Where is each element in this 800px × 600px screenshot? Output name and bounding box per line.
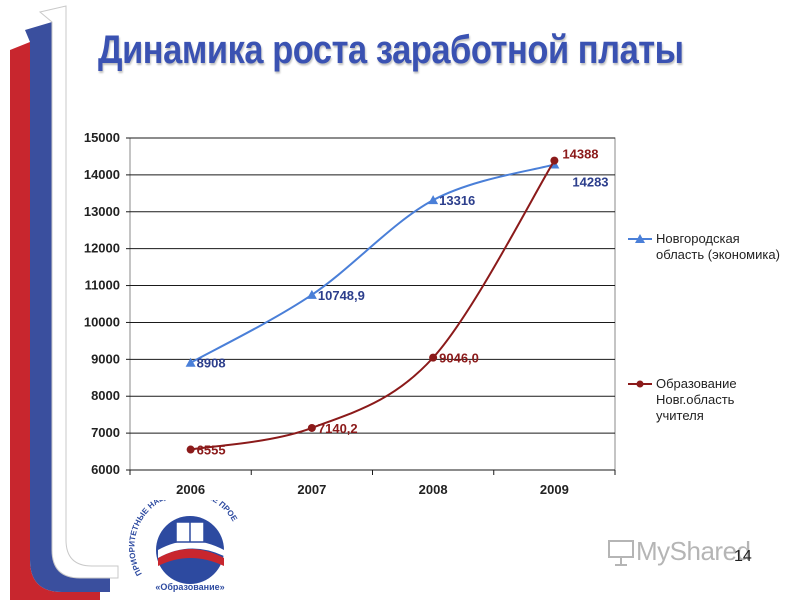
y-tick-label: 8000 [91,388,120,403]
x-tick-label: 2007 [297,482,326,497]
logo-flag-wave [158,549,224,566]
legend-label: область (экономика) [656,247,780,262]
data-label: 14283 [572,174,608,189]
data-label: 14388 [562,147,598,162]
data-label: 8908 [197,356,226,371]
x-tick-label: 2006 [176,482,205,497]
triangle-marker [185,357,196,367]
circle-marker [550,156,559,165]
legend-triangle-marker [635,234,645,243]
legend-label: Образование [656,376,737,391]
x-tick-label: 2008 [419,482,448,497]
plot-area [129,137,616,471]
legend-label: учителя [656,408,704,423]
triangle-marker [428,195,439,205]
logo-bottom-text: «Образование» [155,582,224,592]
national-projects-logo: ПРИОРИТЕТНЫЕ НАЦИОНАЛЬНЫЕ ПРОЕКТЫ «Образ… [128,500,239,592]
blue-ribbon [25,22,110,592]
legend-circle-marker [636,380,644,388]
y-tick-label: 7000 [91,425,120,440]
x-tick-label: 2009 [540,482,569,497]
series-line [190,163,555,364]
data-label: 13316 [439,193,475,208]
y-tick-label: 11000 [85,278,120,293]
data-label: 9046,0 [439,351,479,366]
circle-marker [429,353,438,362]
y-tick-label: 10000 [84,314,120,329]
logo-white-wave [158,541,224,558]
y-tick-label: 15000 [84,130,120,145]
y-tick-label: 12000 [84,241,120,256]
legend-label: Новг.область [656,392,735,407]
page-number: 14 [734,548,752,565]
watermark: MyShared [606,536,751,567]
data-label: 10748,9 [318,288,365,303]
white-ribbon [38,5,119,579]
data-label: 7140,2 [318,421,358,436]
y-tick-label: 14000 [84,167,120,182]
data-label: 6555 [197,443,226,458]
y-tick-label: 9000 [91,351,120,366]
circle-marker [307,423,316,432]
triangle-marker [306,289,317,299]
presentation-board-icon [608,539,634,566]
red-ribbon [10,42,100,600]
series-line [190,160,556,451]
y-tick-label: 13000 [84,204,120,219]
slide-title: Динамика роста заработной платы [98,28,684,72]
legend-label: Новгородская [656,231,740,246]
watermark-text: MyShared [636,536,751,566]
circle-marker [186,445,195,454]
y-tick-label: 6000 [91,462,120,477]
